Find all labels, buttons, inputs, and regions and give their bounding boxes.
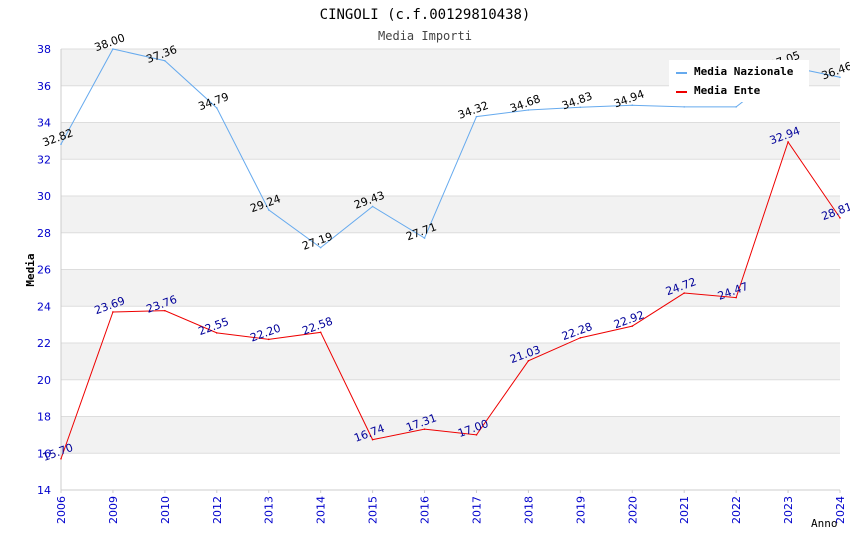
data-point (423, 237, 426, 239)
data-point (735, 296, 737, 299)
x-tick-label: 2018 (522, 496, 535, 524)
y-tick-label: 38 (37, 43, 51, 56)
data-label: 34.83 (560, 89, 594, 112)
data-point (423, 428, 426, 430)
data-point (579, 337, 582, 339)
y-tick-label: 20 (37, 374, 51, 387)
y-tick-label: 16 (37, 447, 51, 460)
chart-title: CINGOLI (c.f.00129810438) (320, 7, 531, 23)
y-tick-label: 28 (37, 227, 51, 240)
y-tick-label: 26 (37, 264, 51, 277)
y-tick-label: 34 (37, 117, 51, 130)
series-group (60, 48, 841, 460)
data-label: 22.55 (197, 315, 231, 338)
data-point (475, 115, 478, 118)
y-tick-label: 30 (37, 190, 51, 203)
data-label: 15.70 (41, 441, 75, 464)
y-tick-label: 18 (37, 411, 51, 424)
data-point (112, 311, 114, 313)
data-point (787, 141, 789, 143)
data-point (527, 109, 530, 111)
x-tick-label: 2009 (107, 496, 120, 524)
x-tick-label: 2017 (470, 496, 483, 524)
series-line-nazionale (60, 48, 841, 249)
y-axis-label: Media (24, 253, 37, 286)
legend-label-ente: Media Ente (694, 84, 761, 97)
y-axis: 14 16 18 20 22 24 26 28 30 32 34 36 38 (37, 43, 51, 497)
data-point (60, 457, 62, 460)
data-point (164, 59, 166, 62)
grid-band (61, 269, 840, 307)
series-line-ente (60, 140, 841, 459)
legend-box (669, 60, 809, 102)
x-tick-label: 2015 (367, 496, 380, 524)
data-label: 34.32 (456, 99, 490, 122)
data-point (216, 332, 218, 334)
x-tick-label: 2024 (834, 496, 847, 524)
data-point (267, 209, 270, 211)
x-tick-label: 2020 (626, 496, 639, 524)
data-point (164, 309, 166, 312)
data-label: 22.20 (249, 322, 283, 345)
x-tick-label: 2023 (782, 496, 795, 524)
x-tick-label: 2016 (419, 496, 432, 524)
data-point (631, 325, 634, 327)
data-point (839, 217, 841, 219)
chart-subtitle: Media Importi (378, 29, 472, 43)
y-tick-label: 14 (37, 484, 51, 497)
x-tick-label: 2019 (574, 496, 587, 524)
data-point (319, 246, 322, 249)
data-point (216, 107, 218, 109)
data-label: 34.94 (612, 87, 646, 110)
legend: Media Nazionale Media Ente (669, 60, 809, 102)
data-point (112, 48, 114, 50)
data-point (60, 143, 62, 145)
grid-band (61, 416, 840, 454)
x-tick-label: 2013 (263, 496, 276, 524)
data-point (527, 360, 530, 362)
x-tick-label: 2014 (315, 496, 328, 524)
x-tick-label: 2010 (159, 496, 172, 524)
data-label: 34.68 (508, 92, 542, 115)
grid-band (61, 122, 840, 160)
x-tick-label: 2012 (211, 496, 224, 524)
grid-band (61, 343, 840, 380)
x-tick-label: 2021 (678, 496, 691, 524)
y-tick-label: 24 (37, 300, 51, 313)
data-point (267, 338, 270, 341)
data-label: 22.58 (300, 315, 334, 338)
x-tick-label: 2006 (55, 496, 68, 524)
legend-label-nazionale: Media Nazionale (694, 65, 794, 78)
data-point (683, 292, 685, 294)
x-axis-label: Anno (811, 517, 838, 530)
y-tick-label: 22 (37, 337, 51, 350)
x-tick-label: 2022 (730, 496, 743, 524)
grid-bands (60, 48, 840, 491)
grid-band (61, 196, 840, 233)
data-point (475, 434, 478, 436)
data-label: 22.92 (612, 308, 646, 331)
data-point (631, 104, 634, 107)
data-point (839, 76, 841, 79)
data-point (319, 331, 322, 334)
data-point (735, 106, 737, 108)
x-axis: 2006 2009 2010 2012 2013 2014 2015 2016 2017 2018… (55, 490, 847, 524)
y-tick-label: 32 (37, 153, 51, 166)
data-label: 27.19 (300, 230, 334, 253)
y-tick-label: 36 (37, 80, 51, 93)
data-point (579, 106, 582, 109)
data-point (371, 205, 374, 208)
data-point (371, 438, 374, 441)
data-point (683, 106, 685, 108)
